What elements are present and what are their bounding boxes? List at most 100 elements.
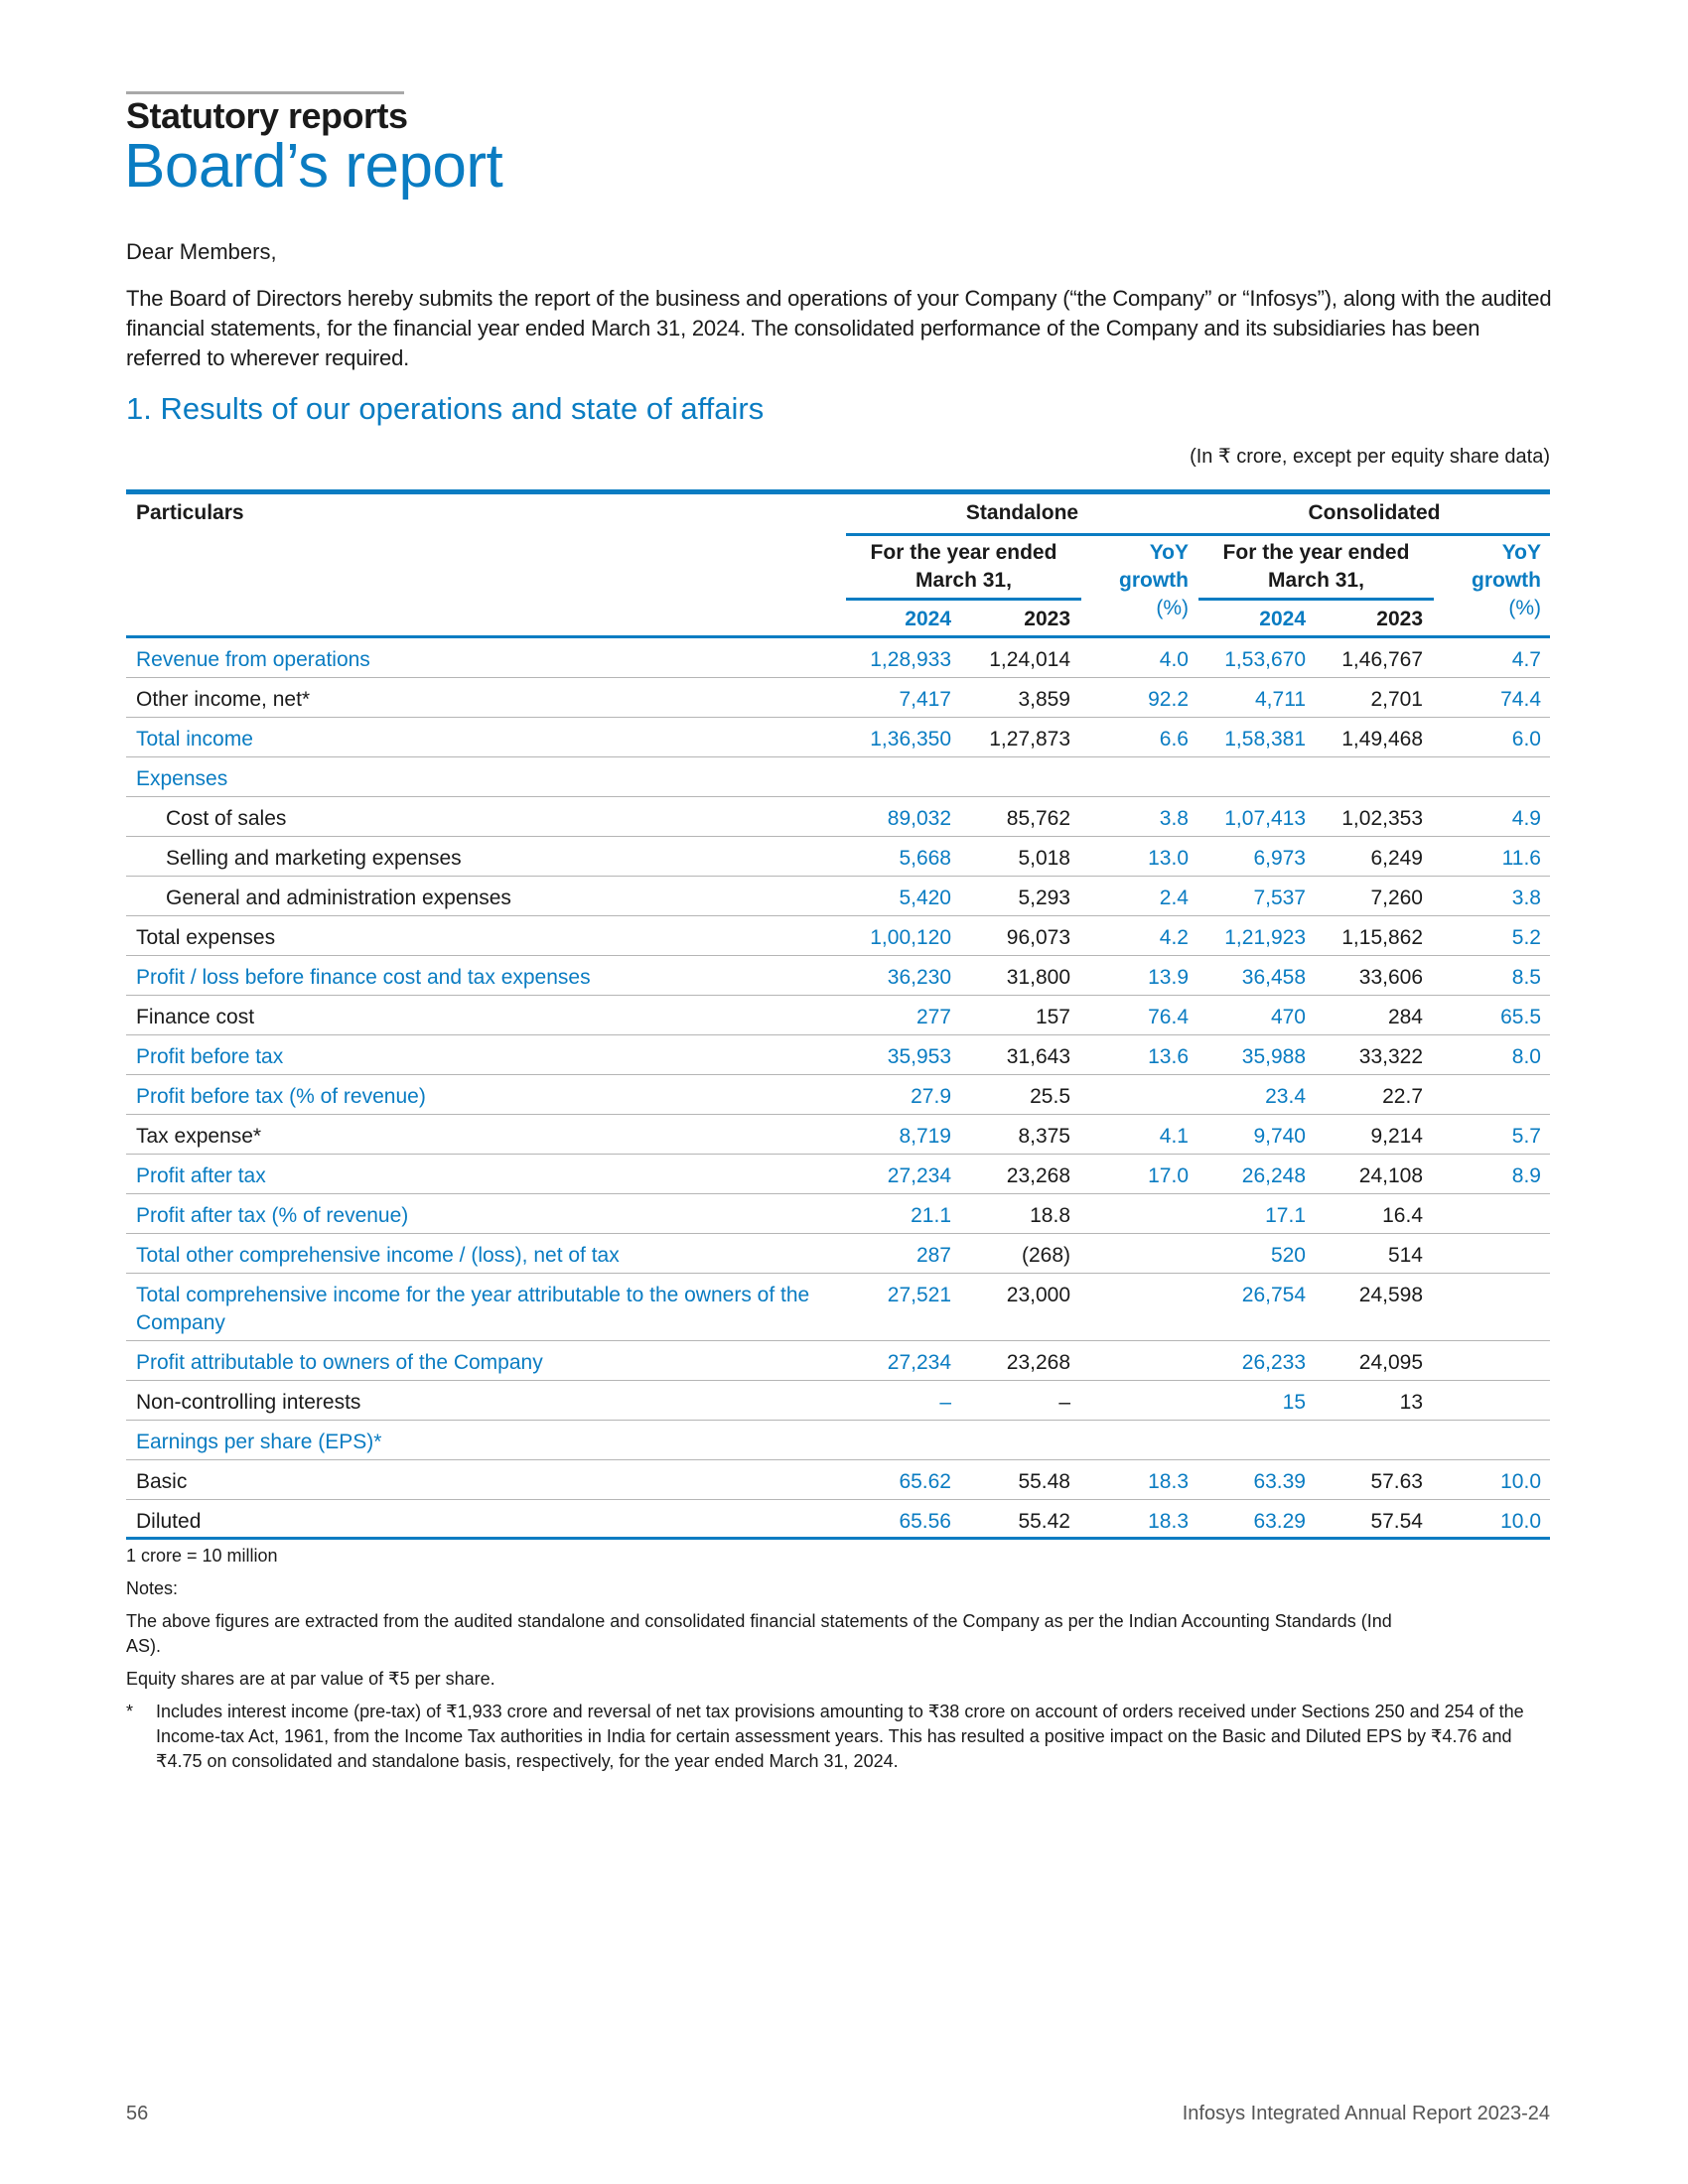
table-row: Revenue from operations 1,28,933 1,24,014 4… (126, 638, 1550, 678)
table-row: Total expenses 1,00,120 96,073 4.2 1,21,923 1… (126, 916, 1550, 956)
group-rule (846, 533, 1550, 536)
cell-value: 1,02,353 (1341, 807, 1423, 830)
crore-note: 1 crore = 10 million (126, 1546, 278, 1566)
section-label: Statutory reports (126, 95, 408, 136)
note-3: Includes interest income (pre-tax) of ₹1… (156, 1702, 1524, 1771)
cell-value: 9,740 (1253, 1125, 1306, 1148)
cell-value: 23,268 (1006, 1164, 1070, 1187)
row-label: Total expenses (136, 926, 276, 949)
cell-value: 18.3 (1148, 1510, 1189, 1533)
yoy-text: YoY (1149, 541, 1189, 564)
cell-value: 23,268 (1006, 1351, 1070, 1374)
cell-value: 33,606 (1358, 966, 1423, 989)
cell-value: 96,073 (1006, 926, 1070, 949)
row-label: Other income, net* (136, 688, 311, 711)
notes-label: Notes: (126, 1578, 179, 1598)
header-consolidated: Consolidated (1308, 501, 1441, 524)
cell-value: 18.3 (1148, 1470, 1189, 1493)
cell-value: 1,58,381 (1224, 728, 1306, 751)
row-label: Revenue from operations (136, 648, 370, 671)
cell-value: 8.5 (1511, 966, 1541, 989)
cell-value: 3,859 (1018, 688, 1070, 711)
cell-value: 10.0 (1500, 1470, 1541, 1493)
note-2: Equity shares are at par value of ₹5 per… (126, 1669, 495, 1689)
cell-value: 8.0 (1511, 1045, 1541, 1068)
year-ended-text: For the year ended (1222, 541, 1410, 564)
cell-value: 3.8 (1159, 807, 1189, 830)
cell-value: 1,00,120 (870, 926, 951, 949)
cell-value: 2.4 (1159, 887, 1189, 909)
cell-value: 5.7 (1511, 1125, 1541, 1148)
row-label: Earnings per share (EPS)* (136, 1431, 382, 1453)
cell-value: 21.1 (911, 1204, 951, 1227)
cell-value: 23,000 (1006, 1284, 1070, 1306)
header-2024-std: 2024 (905, 608, 951, 630)
row-label: Profit before tax (% of revenue) (136, 1085, 426, 1108)
cell-value: 287 (915, 1244, 951, 1267)
table-row: Total other comprehensive income / (loss… (126, 1234, 1550, 1274)
cell-value: 36,458 (1241, 966, 1306, 989)
cell-value: 26,754 (1241, 1284, 1306, 1306)
cell-value: 23.4 (1265, 1085, 1306, 1108)
table-row: Profit before tax (% of revenue) 27.9 25.5… (126, 1075, 1550, 1115)
cell-value: 13.0 (1148, 847, 1189, 870)
header-yoy-std: YoY growth (%) (1079, 539, 1189, 622)
row-label: Profit attributable to owners of the Com… (136, 1351, 543, 1374)
sub-rule-std (846, 598, 1081, 601)
table-row: Profit before tax 35,953 31,643 13.6 35,988 3… (126, 1035, 1550, 1075)
table-row: Expenses (126, 757, 1550, 797)
cell-value: 26,233 (1241, 1351, 1306, 1374)
cell-value: 55.42 (1018, 1510, 1070, 1533)
cell-value: 8,375 (1018, 1125, 1070, 1148)
cell-value: 1,07,413 (1224, 807, 1306, 830)
cell-value: 27,521 (887, 1284, 951, 1306)
cell-value: 157 (1035, 1006, 1070, 1028)
cell-value: 31,800 (1006, 966, 1070, 989)
cell-value: 5,668 (899, 847, 951, 870)
cell-value: 520 (1270, 1244, 1306, 1267)
section-rule (126, 91, 404, 94)
table-row: Tax expense* 8,719 8,375 4.1 9,740 9,214 5.7 (126, 1115, 1550, 1155)
cell-value: 27,234 (887, 1164, 951, 1187)
cell-value: 76.4 (1148, 1006, 1189, 1028)
cell-value: 27.9 (911, 1085, 951, 1108)
cell-value: 13.6 (1148, 1045, 1189, 1068)
cell-value: 15 (1282, 1391, 1306, 1414)
row-label: Tax expense* (136, 1125, 262, 1148)
table-row: Profit after tax 27,234 23,268 17.0 26,248 24… (126, 1155, 1550, 1194)
cell-value: 10.0 (1500, 1510, 1541, 1533)
sub-rule-cons (1198, 598, 1434, 601)
cell-value: 284 (1387, 1006, 1423, 1028)
table-row: Diluted 65.56 55.42 18.3 63.29 57.54 10.0 (126, 1500, 1550, 1540)
table-row: Total income 1,36,350 1,27,873 6.6 1,58,381 1… (126, 718, 1550, 757)
cell-value: 31,643 (1006, 1045, 1070, 1068)
row-label: Finance cost (136, 1006, 255, 1028)
table-row: General and administration expenses 5,420… (126, 877, 1550, 916)
cell-value: 4,711 (1255, 688, 1306, 711)
cell-value: 1,21,923 (1224, 926, 1306, 949)
row-label: Expenses (136, 767, 228, 790)
cell-value: 17.0 (1148, 1164, 1189, 1187)
yoy-text: YoY (1501, 541, 1541, 564)
row-label: Total other comprehensive income / (loss… (136, 1244, 620, 1267)
cell-value: (268) (1021, 1244, 1070, 1267)
cell-value: 13 (1399, 1391, 1423, 1414)
header-yoy-cons: YoY growth (%) (1432, 539, 1541, 622)
cell-value: 55.48 (1018, 1470, 1070, 1493)
header-standalone: Standalone (965, 501, 1079, 524)
row-label: Total income (136, 728, 253, 751)
cell-value: 1,49,468 (1341, 728, 1423, 751)
row-label: Profit before tax (136, 1045, 284, 1068)
page-number: 56 (126, 2103, 149, 2124)
cell-value: 277 (915, 1006, 951, 1028)
row-label: Total comprehensive income for the year … (136, 1284, 810, 1334)
note-1: The above figures are extracted from the… (126, 1611, 1392, 1656)
cell-value: 17.1 (1265, 1204, 1306, 1227)
cell-value: 8.9 (1511, 1164, 1541, 1187)
cell-value: 74.4 (1500, 688, 1541, 711)
march-text: March 31, (915, 569, 1012, 592)
cell-value: 6,973 (1253, 847, 1306, 870)
unit-note: (In ₹ crore, except per equity share dat… (1190, 446, 1550, 468)
cell-value: 11.6 (1501, 847, 1541, 870)
row-label: General and administration expenses (166, 887, 511, 909)
